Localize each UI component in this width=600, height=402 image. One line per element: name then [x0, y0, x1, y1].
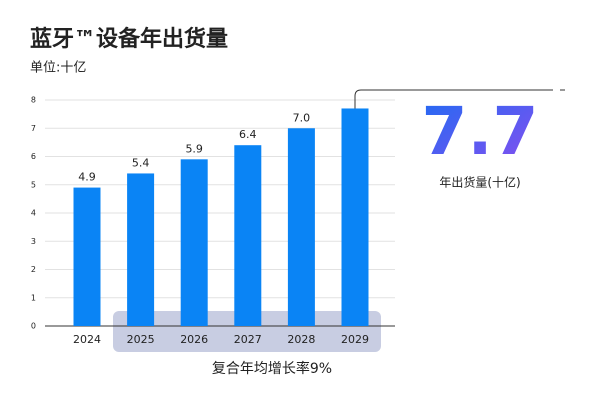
annotation: 复合年均增长率9% — [212, 360, 332, 377]
callout-value: 7.7 — [422, 93, 539, 170]
x-tick-label: 2026 — [180, 333, 208, 346]
value-label: 7.0 — [293, 111, 311, 124]
bar — [234, 145, 262, 326]
callout-label: 年出货量(十亿) — [439, 175, 520, 190]
value-label: 5.9 — [185, 142, 203, 155]
y-tick-label: 2 — [31, 265, 36, 274]
bar — [180, 159, 208, 326]
bar — [341, 108, 369, 326]
y-tick-label: 8 — [31, 96, 36, 105]
x-tick-label: 2027 — [234, 333, 262, 346]
chart-title: 蓝牙™设备年出货量 — [30, 26, 228, 52]
value-label: 4.9 — [78, 171, 96, 184]
value-label: 6.4 — [239, 128, 257, 141]
x-tick-label: 2025 — [127, 333, 155, 346]
x-tick-label: 2024 — [73, 333, 101, 346]
bar — [287, 128, 315, 326]
bar — [73, 187, 101, 326]
value-label: 5.4 — [132, 156, 150, 169]
y-tick-label: 7 — [31, 124, 36, 133]
y-tick-label: 0 — [31, 322, 36, 331]
bar — [127, 173, 155, 326]
y-tick-label: 4 — [31, 209, 36, 218]
y-tick-label: 1 — [31, 293, 36, 302]
x-tick-label: 2029 — [341, 333, 369, 346]
y-tick-label: 3 — [31, 237, 36, 246]
y-tick-label: 6 — [31, 152, 36, 161]
x-tick-label: 2028 — [287, 333, 315, 346]
callout-line — [354, 89, 553, 109]
y-tick-label: 5 — [31, 180, 36, 189]
chart-subtitle: 单位:十亿 — [30, 61, 86, 76]
